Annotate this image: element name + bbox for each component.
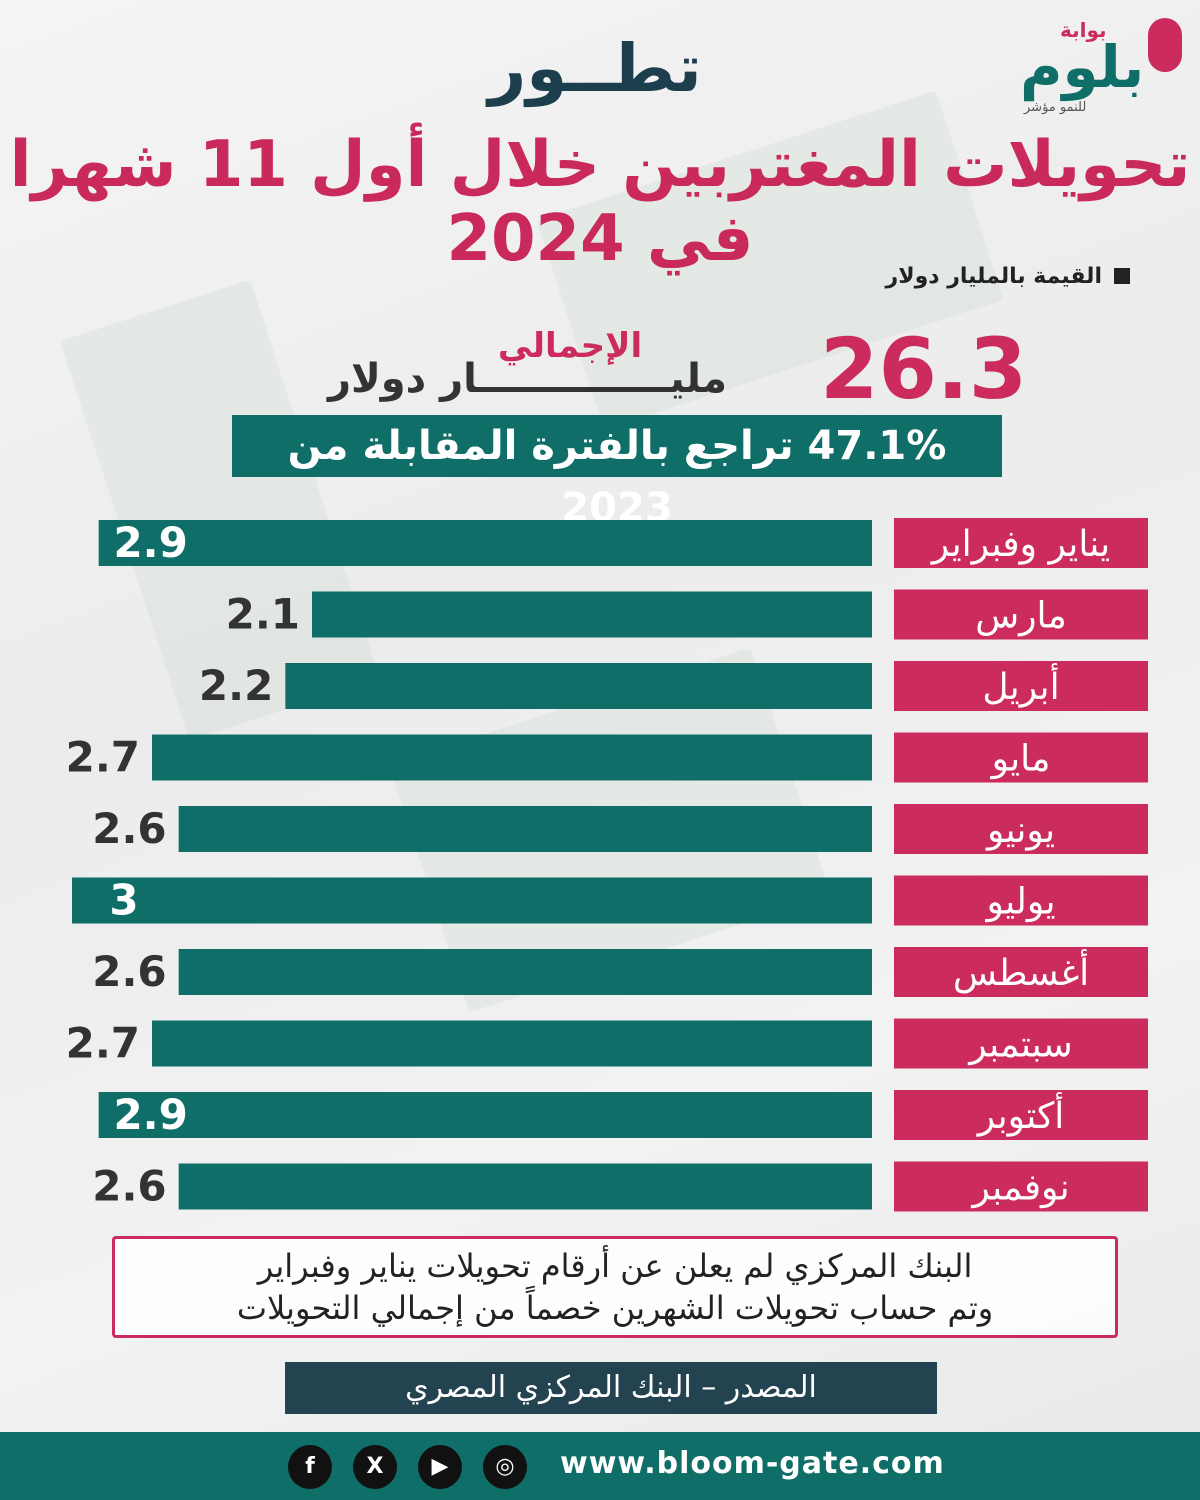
brand-logo-name: بلوم xyxy=(1020,33,1145,101)
brand-logo: بوابة بلوم للنمو مؤشر xyxy=(1020,12,1190,122)
category-label-box xyxy=(894,518,1148,568)
facebook-icon[interactable]: f xyxy=(288,1445,332,1489)
chart-value-label: 2.7 xyxy=(66,733,140,782)
category-label-box xyxy=(894,947,1148,997)
category-label-box xyxy=(894,1161,1148,1212)
brand-logo-tagline: للنمو مؤشر xyxy=(1024,100,1087,115)
brand-logo-top: بوابة xyxy=(1060,18,1107,42)
heading-top: تطــور xyxy=(488,30,702,107)
category-label: مارس xyxy=(975,596,1067,637)
chart-value-label: 2.7 xyxy=(66,1019,140,1068)
youtube-icon[interactable]: ▶ xyxy=(418,1445,462,1489)
chart-bar xyxy=(312,591,872,638)
microphone-icon xyxy=(1148,18,1182,72)
category-label-box xyxy=(894,1018,1148,1069)
note-line-2: وتم حساب تحويلات الشهرين خصماً من إجمالي… xyxy=(236,1289,994,1327)
category-label: أبريل xyxy=(982,663,1059,708)
background-money-decoration xyxy=(60,279,380,741)
website-link[interactable]: www.bloom-gate.com xyxy=(560,1446,945,1481)
category-label: يوليو xyxy=(984,882,1055,923)
total-value: 26.3 xyxy=(820,320,1028,418)
chart-bar xyxy=(152,1020,872,1067)
legend-swatch xyxy=(1114,268,1130,284)
instagram-icon[interactable]: ◎ xyxy=(483,1445,527,1489)
category-label: يناير وفبراير xyxy=(930,524,1110,565)
change-banner: 47.1% تراجع بالفترة المقابلة من 2023 xyxy=(232,415,1002,531)
legend-label: القيمة بالمليار دولار xyxy=(885,263,1102,289)
category-label-box xyxy=(894,1090,1148,1140)
category-label-box xyxy=(894,875,1148,926)
total-unit: مليــــــــــــــار دولار xyxy=(327,356,727,402)
category-label-box xyxy=(894,804,1148,854)
note-box: البنك المركزي لم يعلن عن أرقام تحويلات ي… xyxy=(112,1236,1118,1338)
x-icon[interactable]: X xyxy=(353,1445,397,1489)
category-label-box xyxy=(894,732,1148,783)
category-label-box xyxy=(894,589,1148,640)
chart-value-label: 2.6 xyxy=(92,804,166,853)
chart-value-label: 3 xyxy=(109,876,138,925)
note-line-1: البنك المركزي لم يعلن عن أرقام تحويلات ي… xyxy=(257,1247,973,1285)
legend: القيمة بالمليار دولار xyxy=(820,262,1130,290)
chart-bar xyxy=(178,1163,872,1210)
category-label: أكتوبر xyxy=(976,1092,1064,1137)
category-label: مايو xyxy=(990,739,1051,780)
chart-value-label: 2.9 xyxy=(113,1090,187,1139)
source-label: المصدر – البنك المركزي المصري xyxy=(285,1362,937,1414)
chart-value-label: 2.6 xyxy=(92,1162,166,1211)
page-title: تحويلات المغتربين خلال أول 11 شهرا في 20… xyxy=(9,128,1192,276)
background-money-decoration xyxy=(389,647,831,1013)
category-label: نوفمبر xyxy=(970,1168,1069,1209)
chart-bar xyxy=(98,1092,872,1138)
total-label: الإجمالي xyxy=(497,326,643,366)
category-label: سبتمبر xyxy=(967,1025,1072,1066)
category-label-box xyxy=(894,661,1148,711)
chart-value-label: 2.6 xyxy=(92,947,166,996)
category-label: يونيو xyxy=(985,810,1055,851)
footer: f X ▶ ◎ www.bloom-gate.com xyxy=(0,1432,1200,1500)
category-label: أغسطس xyxy=(953,949,1089,994)
